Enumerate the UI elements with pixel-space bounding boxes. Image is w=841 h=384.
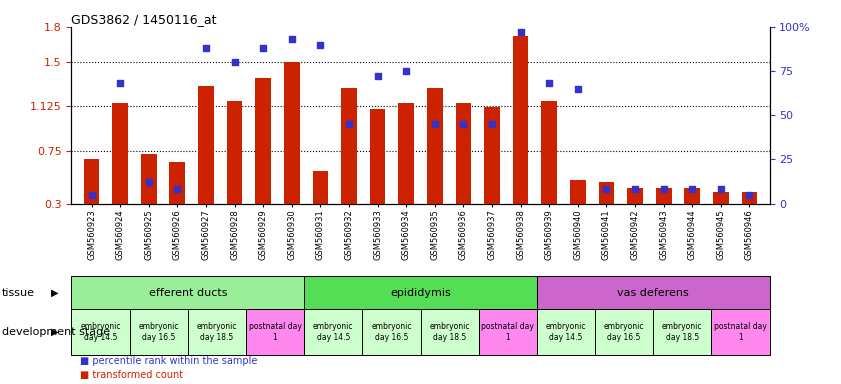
Bar: [653, 309, 711, 355]
Bar: [685, 188, 701, 204]
Text: embryonic
day 16.5: embryonic day 16.5: [371, 323, 411, 342]
Point: [514, 29, 527, 35]
Text: embryonic
day 14.5: embryonic day 14.5: [81, 323, 121, 342]
Text: tissue: tissue: [2, 288, 34, 298]
Bar: [420, 309, 479, 355]
Text: embryonic
day 18.5: embryonic day 18.5: [197, 323, 237, 342]
Text: embryonic
day 14.5: embryonic day 14.5: [546, 323, 586, 342]
Text: embryonic
day 18.5: embryonic day 18.5: [662, 323, 702, 342]
Point: [743, 192, 756, 198]
Point: [657, 186, 670, 192]
Text: ▶: ▶: [51, 288, 58, 298]
Bar: [227, 101, 242, 204]
Point: [314, 41, 327, 48]
Bar: [83, 159, 99, 204]
Bar: [313, 170, 328, 204]
Point: [571, 86, 584, 92]
Bar: [362, 309, 420, 355]
Bar: [713, 192, 729, 204]
Point: [714, 186, 727, 192]
Bar: [479, 309, 537, 355]
Bar: [188, 309, 246, 355]
Bar: [427, 88, 442, 204]
Bar: [71, 309, 130, 355]
Bar: [599, 182, 614, 204]
Bar: [456, 103, 471, 204]
Point: [485, 121, 499, 127]
Bar: [513, 36, 528, 204]
Bar: [656, 188, 671, 204]
Bar: [304, 309, 362, 355]
Point: [142, 179, 156, 185]
Bar: [711, 309, 770, 355]
Bar: [198, 86, 214, 204]
Bar: [304, 276, 537, 309]
Bar: [112, 103, 128, 204]
Bar: [284, 62, 299, 204]
Point: [542, 80, 556, 86]
Bar: [256, 78, 271, 204]
Point: [342, 121, 356, 127]
Bar: [140, 154, 156, 204]
Point: [628, 186, 642, 192]
Text: ■ transformed count: ■ transformed count: [80, 370, 183, 380]
Text: postnatal day
1: postnatal day 1: [481, 323, 534, 342]
Bar: [399, 103, 414, 204]
Point: [114, 80, 127, 86]
Text: epididymis: epididymis: [390, 288, 451, 298]
Bar: [370, 109, 385, 204]
Bar: [542, 101, 557, 204]
Text: postnatal day
1: postnatal day 1: [714, 323, 767, 342]
Point: [228, 59, 241, 65]
Bar: [170, 162, 185, 204]
Text: development stage: development stage: [2, 327, 110, 337]
Point: [257, 45, 270, 51]
Point: [457, 121, 470, 127]
Point: [171, 186, 184, 192]
Bar: [627, 188, 643, 204]
Point: [85, 192, 98, 198]
Text: embryonic
day 16.5: embryonic day 16.5: [139, 323, 179, 342]
Text: GDS3862 / 1450116_at: GDS3862 / 1450116_at: [71, 13, 217, 26]
Text: postnatal day
1: postnatal day 1: [249, 323, 302, 342]
Point: [399, 68, 413, 74]
Point: [428, 121, 442, 127]
Bar: [595, 309, 653, 355]
Point: [371, 73, 384, 79]
Text: ▶: ▶: [51, 327, 58, 337]
Text: ■ percentile rank within the sample: ■ percentile rank within the sample: [80, 356, 257, 366]
Point: [285, 36, 299, 42]
Point: [600, 186, 613, 192]
Bar: [742, 192, 758, 204]
Point: [685, 186, 699, 192]
Text: embryonic
day 16.5: embryonic day 16.5: [604, 323, 644, 342]
Bar: [71, 276, 304, 309]
Bar: [484, 107, 500, 204]
Text: embryonic
day 18.5: embryonic day 18.5: [430, 323, 470, 342]
Point: [199, 45, 213, 51]
Bar: [537, 276, 770, 309]
Text: embryonic
day 14.5: embryonic day 14.5: [313, 323, 353, 342]
Bar: [246, 309, 304, 355]
Bar: [537, 309, 595, 355]
Bar: [130, 309, 188, 355]
Bar: [570, 180, 585, 204]
Text: vas deferens: vas deferens: [617, 288, 689, 298]
Text: efferent ducts: efferent ducts: [149, 288, 227, 298]
Bar: [341, 88, 357, 204]
